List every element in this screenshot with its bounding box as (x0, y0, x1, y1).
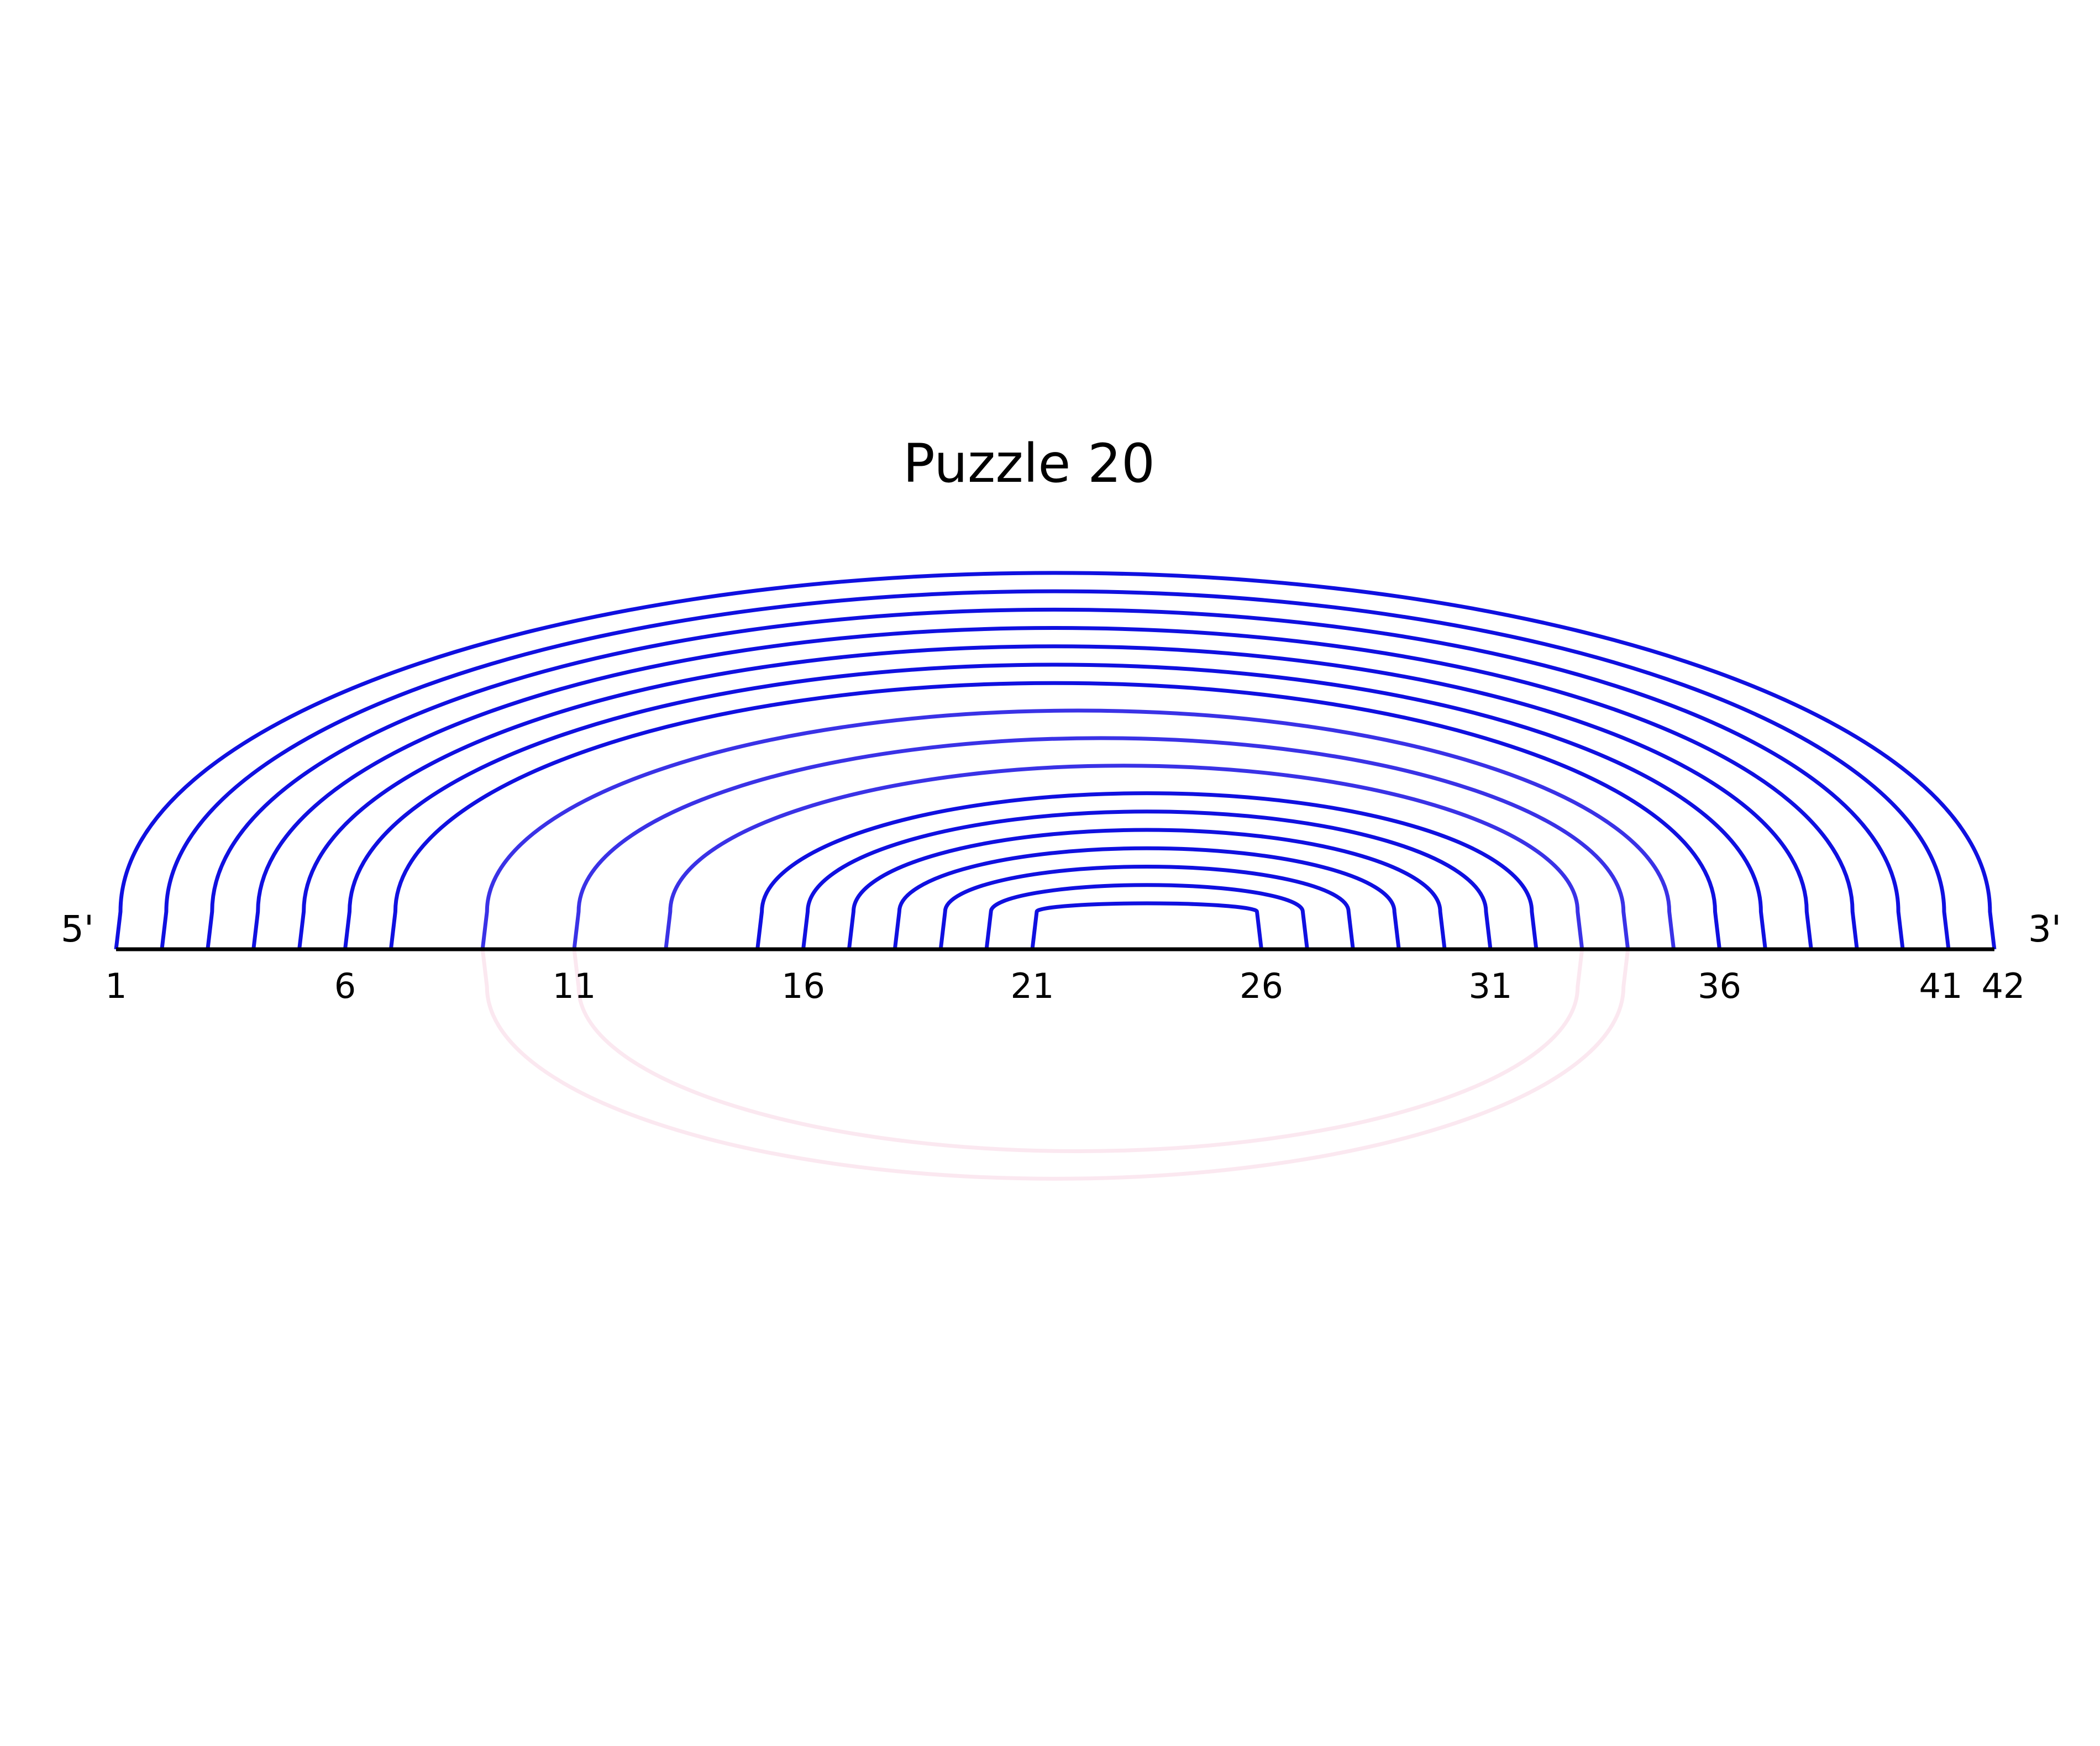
tick-label-26: 26 (1240, 966, 1283, 1006)
base-pair-arc-3-40 (206, 607, 1905, 950)
base-pair-arc-11-34 (572, 736, 1630, 950)
tick-label-36: 36 (1698, 966, 1741, 1006)
base-pair-arc-19-28 (938, 864, 1355, 950)
base-pair-arc-21-26 (1030, 901, 1263, 950)
base-pair-arc-7-36 (389, 681, 1721, 950)
five-prime-label: 5' (61, 908, 94, 950)
base-pair-arc-2-41 (160, 589, 1951, 950)
tick-label-41: 41 (1919, 966, 1963, 1006)
lower-arc-9-34 (480, 949, 1630, 1181)
base-pair-arc-1-42 (114, 571, 1997, 950)
tick-label-42: 42 (1981, 966, 2025, 1006)
base-pair-arc-13-33 (664, 764, 1584, 950)
arcs-above-group (114, 571, 1997, 950)
tick-label-31: 31 (1469, 966, 1513, 1006)
base-pair-arc-4-39 (251, 626, 1859, 950)
base-pair-arc-9-35 (480, 708, 1676, 950)
lower-arc-11-33 (572, 949, 1584, 1153)
base-pair-arc-5-38 (297, 644, 1813, 950)
tick-label-21: 21 (1011, 966, 1054, 1006)
base-pair-arc-17-30 (847, 828, 1447, 950)
tick-label-16: 16 (781, 966, 825, 1006)
tick-label-11: 11 (553, 966, 596, 1006)
arcs-below-group (480, 949, 1630, 1181)
three-prime-label: 3' (2028, 908, 2061, 950)
base-pair-arc-18-29 (893, 846, 1401, 950)
tick-label-1: 1 (105, 966, 127, 1006)
chart-title: Puzzle 20 (903, 433, 1155, 495)
base-pair-arc-6-37 (343, 662, 1767, 950)
base-pair-arc-20-27 (984, 883, 1309, 950)
tick-label-6: 6 (334, 966, 356, 1006)
base-pair-arc-16-31 (801, 809, 1493, 950)
tick-labels: 1 6 11 16 21 26 31 36 41 42 (105, 966, 2025, 1006)
base-pair-arc-15-32 (755, 791, 1539, 950)
